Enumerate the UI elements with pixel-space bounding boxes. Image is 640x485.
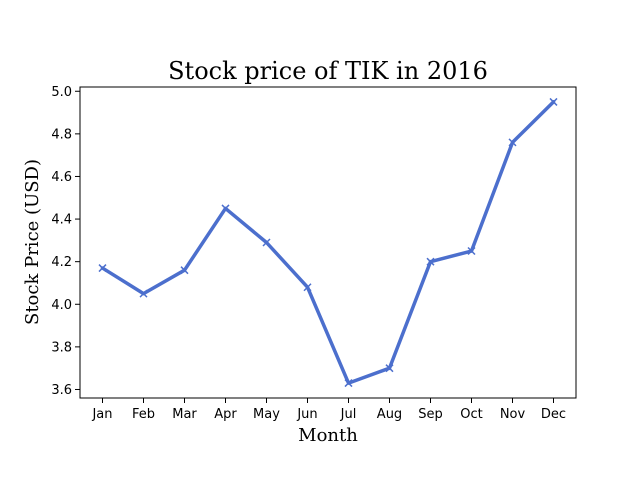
data-point-marker xyxy=(344,379,353,388)
data-point-marker xyxy=(467,246,476,256)
data-point-marker xyxy=(98,264,107,273)
x-tick-label: Sep xyxy=(418,407,443,422)
y-tick-label: 4.6 xyxy=(51,170,72,185)
data-point-marker xyxy=(303,283,312,292)
x-tick-label: Apr xyxy=(214,407,237,422)
y-tick-label: 4.8 xyxy=(51,127,72,142)
y-tick-label: 3.6 xyxy=(51,383,72,398)
x-tick-label: Jul xyxy=(340,407,357,422)
data-point-marker xyxy=(180,266,189,275)
x-axis: Jan Feb Mar Apr May Jun Jul Aug Sep Oct Nov Dec xyxy=(91,398,566,422)
x-tick-label: Oct xyxy=(460,407,482,422)
x-axis-label: Month xyxy=(298,425,358,446)
x-tick-label: Aug xyxy=(377,407,402,422)
y-tick-label: 5.0 xyxy=(51,85,72,100)
x-tick-label: Mar xyxy=(172,407,197,422)
y-tick-label: 4.0 xyxy=(51,298,72,313)
series-layer xyxy=(98,97,558,388)
chart-title: Stock price of TIK in 2016 xyxy=(168,57,488,85)
data-point-marker xyxy=(426,257,435,266)
y-tick-label: 4.4 xyxy=(51,213,72,228)
data-point-marker xyxy=(549,97,558,106)
x-tick-label: May xyxy=(253,407,280,422)
x-tick-label: Feb xyxy=(132,407,155,422)
x-tick-label: Jan xyxy=(91,407,112,422)
series-line xyxy=(100,100,556,385)
y-tick-label: 4.2 xyxy=(51,255,72,270)
y-axis: 3.6 3.8 4.0 4.2 4.4 4.6 4.8 5.0 xyxy=(51,85,80,398)
data-point-marker xyxy=(139,289,148,298)
data-point-marker xyxy=(508,138,517,147)
plot-area-frame xyxy=(79,86,577,399)
x-tick-label: Nov xyxy=(500,407,526,422)
x-tick-label: Jun xyxy=(296,407,317,422)
y-tick-label: 3.8 xyxy=(51,340,72,355)
data-point-marker xyxy=(221,204,230,213)
x-tick-label: Dec xyxy=(541,407,566,422)
y-axis-label: Stock Price (USD) xyxy=(22,159,43,325)
data-point-marker xyxy=(385,364,394,373)
data-point-marker xyxy=(262,238,271,247)
